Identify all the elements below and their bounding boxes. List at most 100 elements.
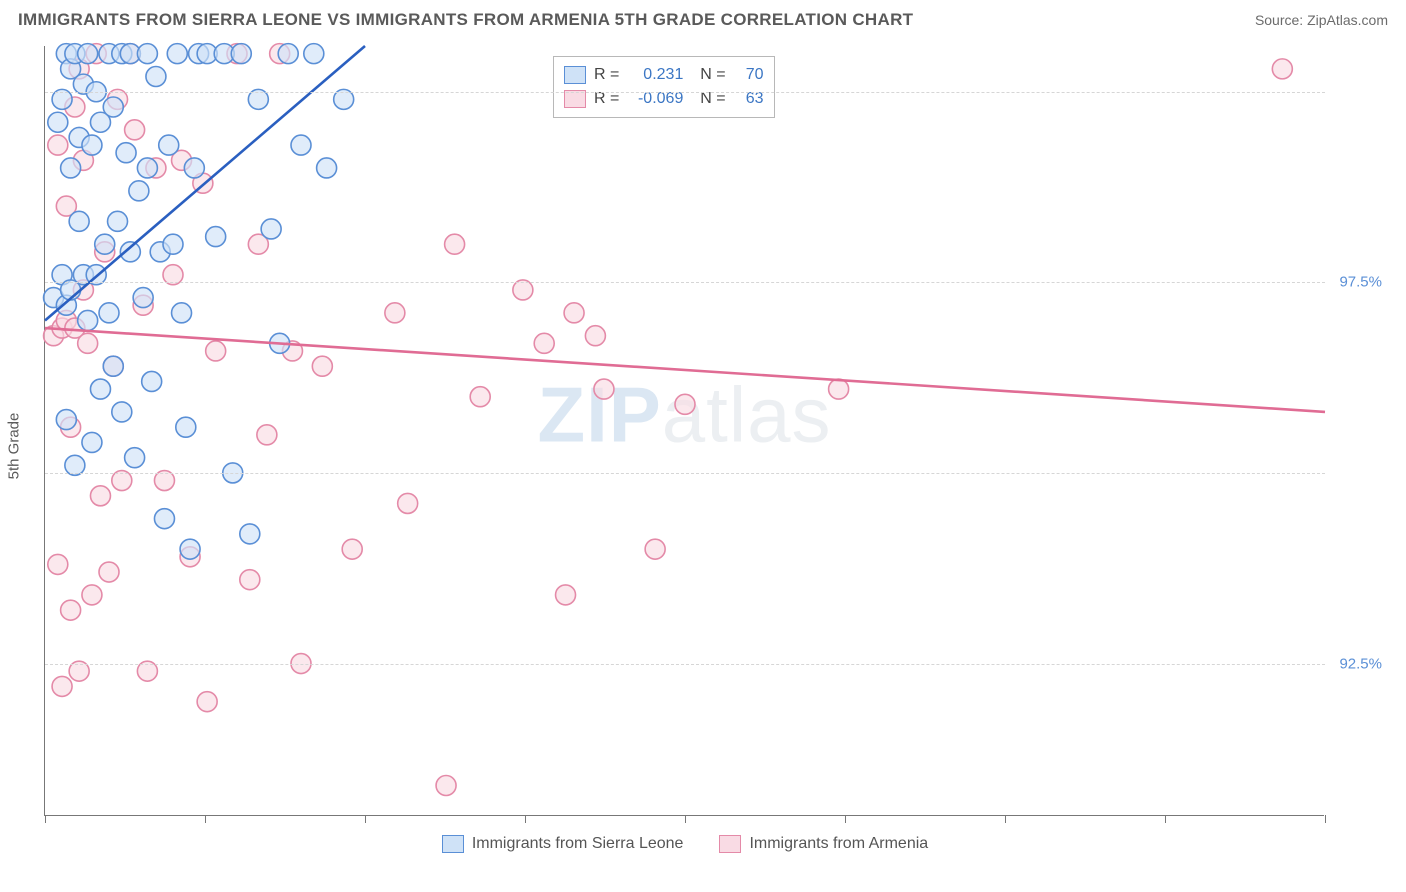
data-point-armenia — [78, 333, 98, 353]
data-point-sierra — [61, 158, 81, 178]
chart-container: 5th Grade ZIPatlas R = 0.231 N = 70 R = … — [44, 46, 1384, 846]
data-point-sierra — [103, 97, 123, 117]
data-point-sierra — [159, 135, 179, 155]
data-point-armenia — [385, 303, 405, 323]
data-point-sierra — [184, 158, 204, 178]
data-point-sierra — [163, 234, 183, 254]
data-point-sierra — [304, 44, 324, 64]
data-point-sierra — [278, 44, 298, 64]
data-point-armenia — [470, 387, 490, 407]
data-point-sierra — [95, 234, 115, 254]
y-tick-label: 92.5% — [1326, 655, 1382, 672]
n-label: N = — [691, 63, 725, 87]
data-point-armenia — [534, 333, 554, 353]
data-point-sierra — [69, 211, 89, 231]
n-label: N = — [691, 87, 725, 111]
gridline — [45, 92, 1325, 93]
x-tick — [1005, 815, 1006, 823]
x-tick — [685, 815, 686, 823]
data-point-armenia — [594, 379, 614, 399]
plot-area: ZIPatlas R = 0.231 N = 70 R = -0.069 N =… — [44, 46, 1324, 816]
data-point-sierra — [112, 402, 132, 422]
swatch-sierra — [442, 835, 464, 853]
data-point-armenia — [312, 356, 332, 376]
data-point-sierra — [317, 158, 337, 178]
data-point-sierra — [240, 524, 260, 544]
n-value-armenia: 63 — [734, 87, 764, 111]
x-tick — [845, 815, 846, 823]
data-point-sierra — [154, 509, 174, 529]
data-point-sierra — [142, 371, 162, 391]
data-point-armenia — [197, 692, 217, 712]
data-point-armenia — [675, 394, 695, 414]
data-point-armenia — [445, 234, 465, 254]
r-label: R = — [594, 63, 619, 87]
y-axis-label: 5th Grade — [6, 413, 23, 480]
gridline — [45, 282, 1325, 283]
data-point-armenia — [829, 379, 849, 399]
data-point-sierra — [167, 44, 187, 64]
x-tick — [1325, 815, 1326, 823]
r-value-armenia: -0.069 — [627, 87, 683, 111]
data-point-sierra — [137, 158, 157, 178]
data-point-sierra — [172, 303, 192, 323]
correlation-legend: R = 0.231 N = 70 R = -0.069 N = 63 — [553, 56, 775, 118]
data-point-sierra — [180, 539, 200, 559]
chart-title: IMMIGRANTS FROM SIERRA LEONE VS IMMIGRAN… — [18, 10, 913, 30]
series-legend: Immigrants from Sierra Leone Immigrants … — [45, 835, 1325, 853]
x-tick — [45, 815, 46, 823]
data-point-sierra — [125, 448, 145, 468]
data-point-sierra — [261, 219, 281, 239]
data-point-armenia — [82, 585, 102, 605]
data-point-sierra — [103, 356, 123, 376]
source-prefix: Source: — [1255, 12, 1307, 28]
data-point-sierra — [231, 44, 251, 64]
x-tick — [1165, 815, 1166, 823]
scatter-svg — [45, 46, 1325, 816]
data-point-sierra — [56, 410, 76, 430]
x-tick — [525, 815, 526, 823]
source-name: ZipAtlas.com — [1307, 12, 1388, 28]
data-point-sierra — [146, 66, 166, 86]
data-point-armenia — [48, 135, 68, 155]
r-value-sierra: 0.231 — [627, 63, 683, 87]
data-point-sierra — [82, 135, 102, 155]
data-point-sierra — [137, 44, 157, 64]
data-point-armenia — [342, 539, 362, 559]
data-point-sierra — [78, 310, 98, 330]
data-point-armenia — [564, 303, 584, 323]
data-point-armenia — [48, 554, 68, 574]
data-point-armenia — [556, 585, 576, 605]
data-point-armenia — [125, 120, 145, 140]
x-tick — [205, 815, 206, 823]
data-point-sierra — [108, 211, 128, 231]
data-point-sierra — [291, 135, 311, 155]
n-value-sierra: 70 — [734, 63, 764, 87]
r-label: R = — [594, 87, 619, 111]
data-point-sierra — [176, 417, 196, 437]
data-point-armenia — [645, 539, 665, 559]
data-point-armenia — [257, 425, 277, 445]
x-tick — [365, 815, 366, 823]
data-point-sierra — [90, 379, 110, 399]
data-point-armenia — [398, 493, 418, 513]
data-point-armenia — [1272, 59, 1292, 79]
data-point-armenia — [99, 562, 119, 582]
legend-row-armenia: R = -0.069 N = 63 — [564, 87, 764, 111]
series-name-armenia: Immigrants from Armenia — [749, 835, 928, 853]
swatch-armenia — [719, 835, 741, 853]
data-point-armenia — [52, 676, 72, 696]
legend-row-sierra: R = 0.231 N = 70 — [564, 63, 764, 87]
data-point-sierra — [78, 44, 98, 64]
legend-item-sierra: Immigrants from Sierra Leone — [442, 835, 684, 853]
source-attribution: Source: ZipAtlas.com — [1255, 12, 1388, 28]
data-point-armenia — [206, 341, 226, 361]
data-point-armenia — [90, 486, 110, 506]
data-point-sierra — [99, 303, 119, 323]
y-tick-label: 97.5% — [1326, 274, 1382, 291]
data-point-sierra — [129, 181, 149, 201]
data-point-sierra — [206, 227, 226, 247]
data-point-sierra — [82, 432, 102, 452]
series-name-sierra: Immigrants from Sierra Leone — [472, 835, 684, 853]
gridline — [45, 473, 1325, 474]
